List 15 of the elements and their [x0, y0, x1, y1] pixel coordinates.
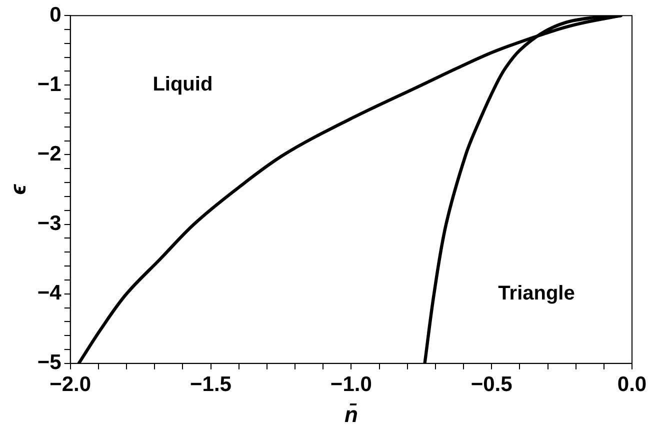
y-tick-label: −3 [37, 212, 62, 236]
y-tick-label: −5 [37, 351, 62, 374]
x-axis-title: n̄ [344, 402, 358, 427]
y-axis-title: ϵ [5, 184, 30, 195]
x-tick-label: −0.5 [470, 372, 513, 396]
y-tick-label: −2 [37, 142, 62, 166]
x-tick-label: −2.0 [50, 372, 92, 396]
x-tick-label: −1.5 [190, 372, 232, 396]
y-tick-label: 0 [50, 3, 62, 26]
x-tick-label: −1.0 [330, 372, 372, 396]
y-tick-label: −4 [37, 282, 62, 305]
annotation: Triangle [498, 282, 575, 304]
y-tick-label: −1 [37, 72, 62, 96]
annotation: Liquid [152, 74, 213, 96]
x-tick-label: 0.0 [617, 372, 647, 396]
